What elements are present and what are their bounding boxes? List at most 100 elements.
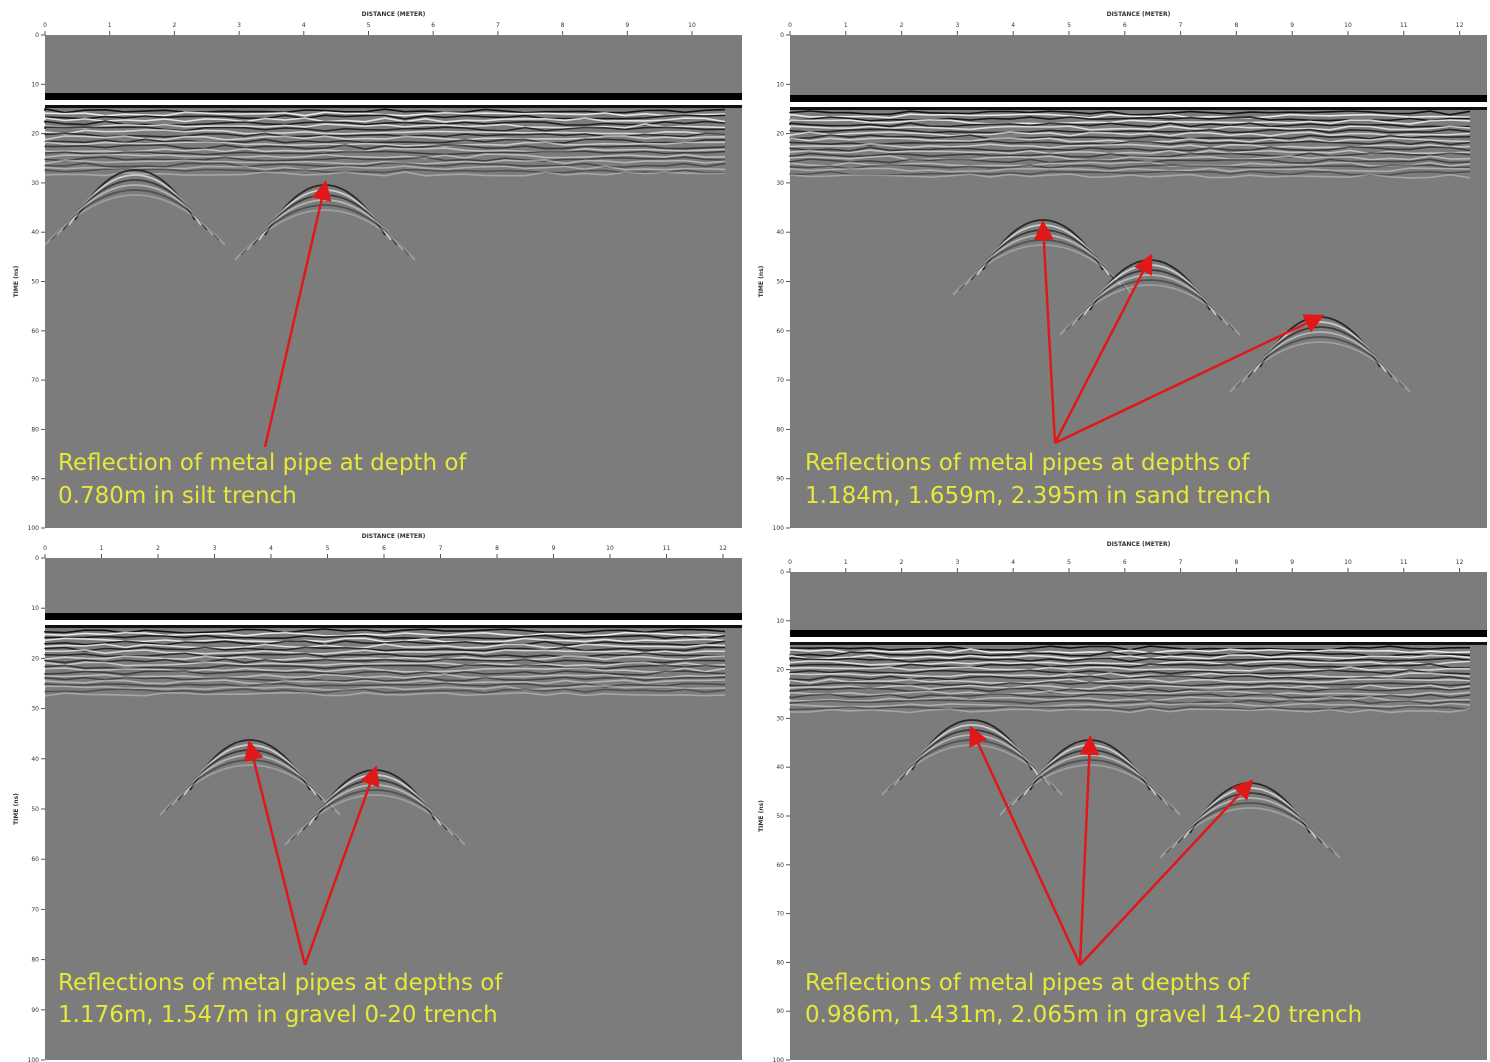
x-tick-label: 1: [844, 22, 848, 29]
band: [45, 100, 742, 105]
reflection-line: [44, 691, 726, 697]
reflection-line: [789, 672, 1471, 678]
x-tick-label: 9: [1290, 22, 1294, 29]
reflection-line: [789, 140, 1471, 146]
reflection-line: [789, 705, 1471, 711]
x-tick-label: 3: [213, 545, 217, 552]
reflection-line: [789, 164, 1471, 170]
y-tick-label: 90: [776, 1008, 784, 1015]
reflection-line: [789, 173, 1471, 179]
reflection-line: [44, 129, 726, 135]
x-tick-label: 10: [606, 545, 614, 552]
reflection-line: [44, 652, 726, 658]
reflection-line: [44, 631, 726, 637]
reflection-line: [44, 123, 726, 129]
band: [790, 95, 1487, 102]
y-tick-label: 90: [31, 1007, 39, 1014]
y-tick-label: 50: [776, 279, 784, 286]
arrow: [1078, 735, 1100, 966]
reflection-line: [44, 640, 726, 646]
reflection-line: [789, 654, 1471, 660]
y-tick-label: 80: [31, 957, 39, 964]
reflection-line: [789, 161, 1471, 167]
reflection-line: [789, 137, 1471, 143]
y-tick-label: 20: [31, 131, 39, 138]
caption: 1.176m, 1.547m in gravel 0-20 trench: [58, 1002, 498, 1028]
y-axis-label: TIME (ns): [13, 793, 20, 825]
reflection-line: [44, 664, 726, 670]
y-tick-label: 60: [31, 328, 39, 335]
y-tick-label: 100: [773, 1057, 785, 1062]
reflection-line: [44, 153, 726, 159]
radargram-panel: 0 1 2 3 4 5 6 7 8 9 100102030405060708090100DISTAN…: [13, 11, 742, 532]
reflection-line: [44, 634, 726, 640]
reflection-line: [44, 658, 726, 664]
reflection-line: [44, 171, 726, 177]
x-tick-label: 11: [663, 545, 671, 552]
reflection-line: [44, 126, 726, 132]
hyperbola: [1159, 807, 1341, 859]
y-axis-label: TIME (ns): [758, 800, 765, 832]
y-tick-label: 100: [28, 525, 40, 532]
x-tick-label: 9: [625, 22, 629, 29]
hyperbola: [284, 794, 466, 846]
x-tick-label: 4: [1011, 22, 1015, 29]
reflection-line: [789, 119, 1471, 125]
x-tick-label: 11: [1400, 22, 1408, 29]
x-tick-label: 4: [1011, 559, 1015, 566]
y-tick-label: 40: [776, 229, 784, 236]
x-tick-label: 8: [495, 545, 499, 552]
x-axis-label: DISTANCE (METER): [362, 533, 426, 540]
y-tick-label: 40: [31, 756, 39, 763]
radargram-panel: 0 1 2 3 4 5 6 7 8 9 10 11 120102030405060708090100DI…: [758, 541, 1487, 1062]
reflection-line: [789, 690, 1471, 696]
y-tick-label: 10: [776, 618, 784, 625]
hyperbola: [56, 184, 214, 236]
reflection-line: [44, 688, 726, 694]
x-tick-label: 4: [302, 22, 306, 29]
y-tick-label: 70: [31, 377, 39, 384]
band: [790, 630, 1487, 637]
y-tick-label: 60: [776, 328, 784, 335]
reflection-line: [789, 149, 1471, 155]
y-tick-label: 10: [776, 81, 784, 88]
y-tick-label: 0: [35, 555, 39, 562]
reflection-line: [789, 693, 1471, 699]
y-tick-label: 100: [773, 525, 785, 532]
reflection-line: [789, 708, 1471, 714]
reflection-line: [789, 110, 1471, 116]
reflection-line: [789, 131, 1471, 137]
reflection-line: [789, 648, 1471, 654]
reflection-line: [789, 696, 1471, 702]
x-tick-label: 12: [1456, 559, 1464, 566]
arrow: [969, 725, 1082, 966]
y-tick-label: 70: [776, 377, 784, 384]
reflection-line: [789, 152, 1471, 158]
caption: 0.780m in silt trench: [58, 483, 297, 509]
arrow: [243, 740, 307, 966]
x-tick-label: 7: [1179, 559, 1183, 566]
reflection-line: [44, 649, 726, 655]
x-tick-label: 2: [172, 22, 176, 29]
y-tick-label: 30: [31, 180, 39, 187]
x-axis-label: DISTANCE (METER): [362, 11, 426, 18]
x-tick-label: 12: [1456, 22, 1464, 29]
x-tick-label: 10: [1344, 559, 1352, 566]
reflection-line: [44, 144, 726, 150]
x-tick-label: 1: [108, 22, 112, 29]
reflection-line: [44, 685, 726, 691]
y-tick-label: 60: [776, 862, 784, 869]
y-tick-label: 20: [776, 667, 784, 674]
reflection-line: [44, 628, 726, 634]
y-tick-label: 80: [31, 426, 39, 433]
y-tick-label: 0: [35, 32, 39, 39]
reflection-line: [44, 141, 725, 147]
y-tick-label: 90: [776, 476, 784, 483]
reflection-line: [44, 114, 726, 120]
reflection-line: [789, 125, 1471, 131]
y-tick-label: 30: [776, 180, 784, 187]
reflection-line: [44, 147, 726, 153]
band: [790, 107, 1487, 110]
reflection-line: [789, 669, 1471, 675]
